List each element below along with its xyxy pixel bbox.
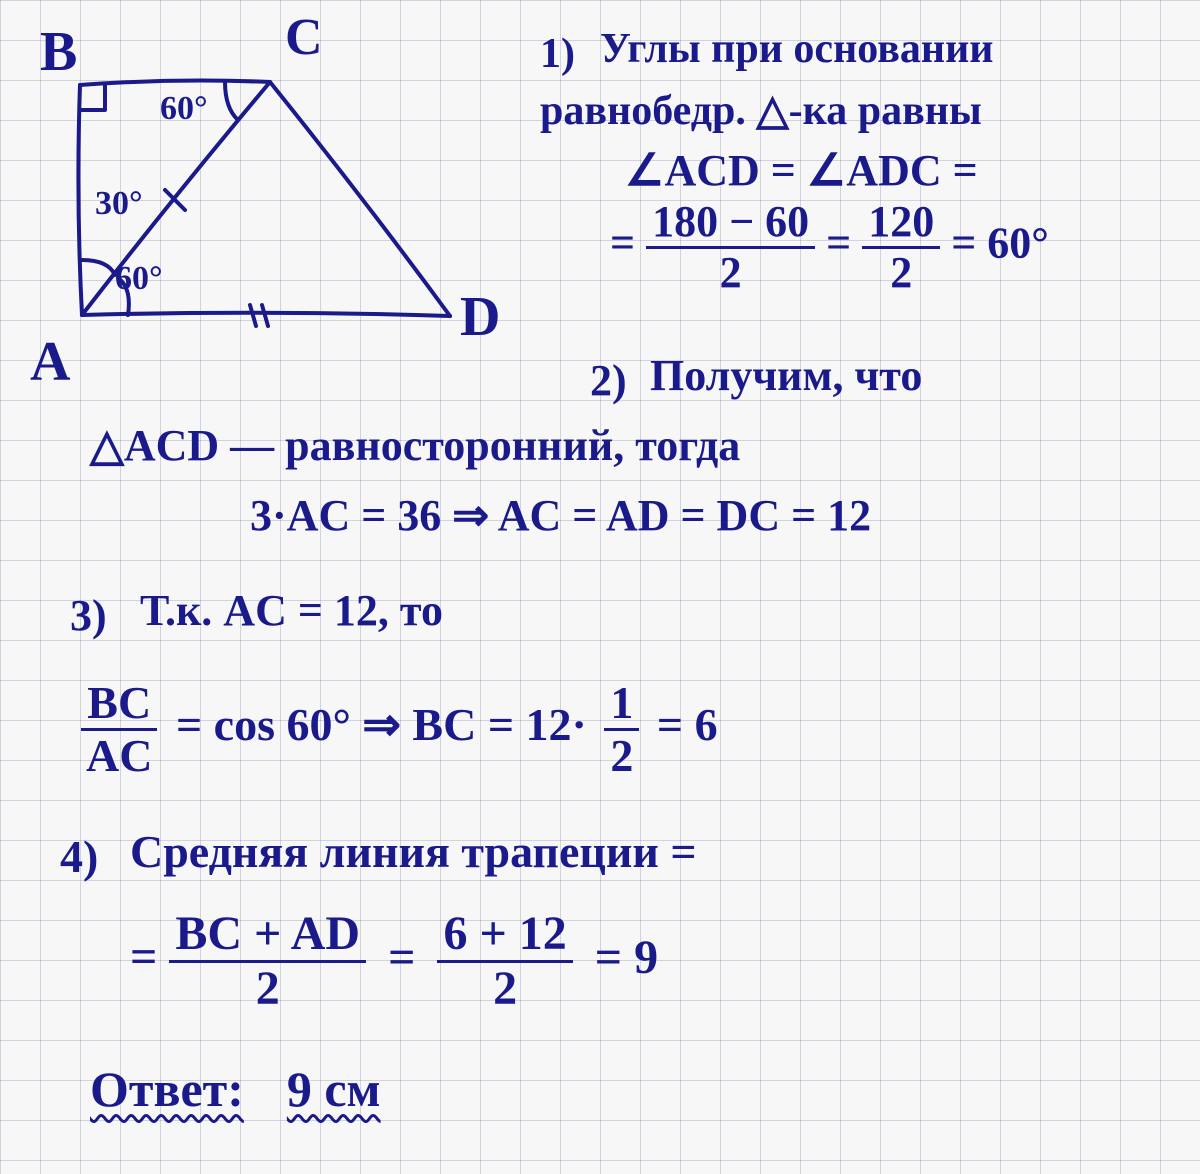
frac-num: 1 xyxy=(604,680,639,731)
step1-line2: равнобедр. △-ка равны xyxy=(540,85,982,135)
step3-calc: BC AC = cos 60° ⇒ BC = 12· 1 2 = 6 xyxy=(80,680,718,779)
frac-num: 6 + 12 xyxy=(437,910,572,963)
frac-den: 2 xyxy=(604,731,639,779)
step1-calc: = 180 − 60 2 = 120 2 = 60° xyxy=(610,200,1049,295)
step4-tail: = 9 xyxy=(595,931,658,984)
step2-line1: Получим, что xyxy=(650,350,922,401)
eq-sign: = xyxy=(130,931,157,984)
angle-CAD: 60° xyxy=(115,260,163,298)
step4-num: 4) xyxy=(60,830,98,883)
frac-num: BC xyxy=(81,680,157,731)
eq-sign: = xyxy=(388,931,415,984)
step3-tail: = 6 xyxy=(657,699,718,750)
frac-bc-ac: BC AC xyxy=(80,680,158,779)
frac-num: BC + AD xyxy=(169,910,366,963)
eq-sign: = xyxy=(610,219,635,268)
answer-label: Ответ: xyxy=(90,1061,244,1117)
angle-BAC: 30° xyxy=(95,185,143,223)
result-60: = 60° xyxy=(951,219,1049,268)
step2-line3: 3·AC = 36 ⇒ AC = AD = DC = 12 xyxy=(250,490,871,541)
step2-line2: △ACD — равносторонний, тогда xyxy=(90,420,740,471)
vertex-B: B xyxy=(40,20,77,84)
frac-120: 120 2 xyxy=(862,200,940,295)
step2-num: 2) xyxy=(590,355,627,406)
frac-den: 2 xyxy=(250,963,286,1013)
frac-half: 1 2 xyxy=(604,680,639,779)
frac-den: AC xyxy=(80,731,158,779)
frac-den: 2 xyxy=(714,249,748,295)
frac-6-12: 6 + 12 2 xyxy=(437,910,572,1013)
step3-text: Т.к. AC = 12, то xyxy=(140,586,443,635)
answer-value: 9 см xyxy=(287,1061,381,1117)
vertex-A: A xyxy=(30,330,70,394)
step4-calc: = BC + AD 2 = 6 + 12 2 = 9 xyxy=(130,910,658,1013)
step3-num: 3) xyxy=(70,590,107,641)
step1-num: 1) xyxy=(540,30,575,78)
frac-den: 2 xyxy=(487,963,523,1013)
step4-line1: Средняя линия трапеции = xyxy=(130,825,697,878)
frac-180-60: 180 − 60 2 xyxy=(646,200,815,295)
answer-line: Ответ: 9 см xyxy=(90,1060,381,1118)
frac-bc-ad: BC + AD 2 xyxy=(169,910,366,1013)
frac-den: 2 xyxy=(884,249,918,295)
eq-sign: = xyxy=(826,219,851,268)
frac-num: 180 − 60 xyxy=(646,200,815,249)
step1-line3: ∠ACD = ∠ADC = xyxy=(625,145,978,196)
step1-line1: Углы при основании xyxy=(600,25,994,73)
vertex-C: C xyxy=(285,8,323,67)
frac-num: 120 xyxy=(862,200,940,249)
angle-BCA: 60° xyxy=(160,90,208,128)
step3-line1: Т.к. AC = 12, то xyxy=(140,585,443,636)
step3-mid: = cos 60° ⇒ BC = 12· xyxy=(176,699,587,750)
vertex-D: D xyxy=(460,285,500,349)
